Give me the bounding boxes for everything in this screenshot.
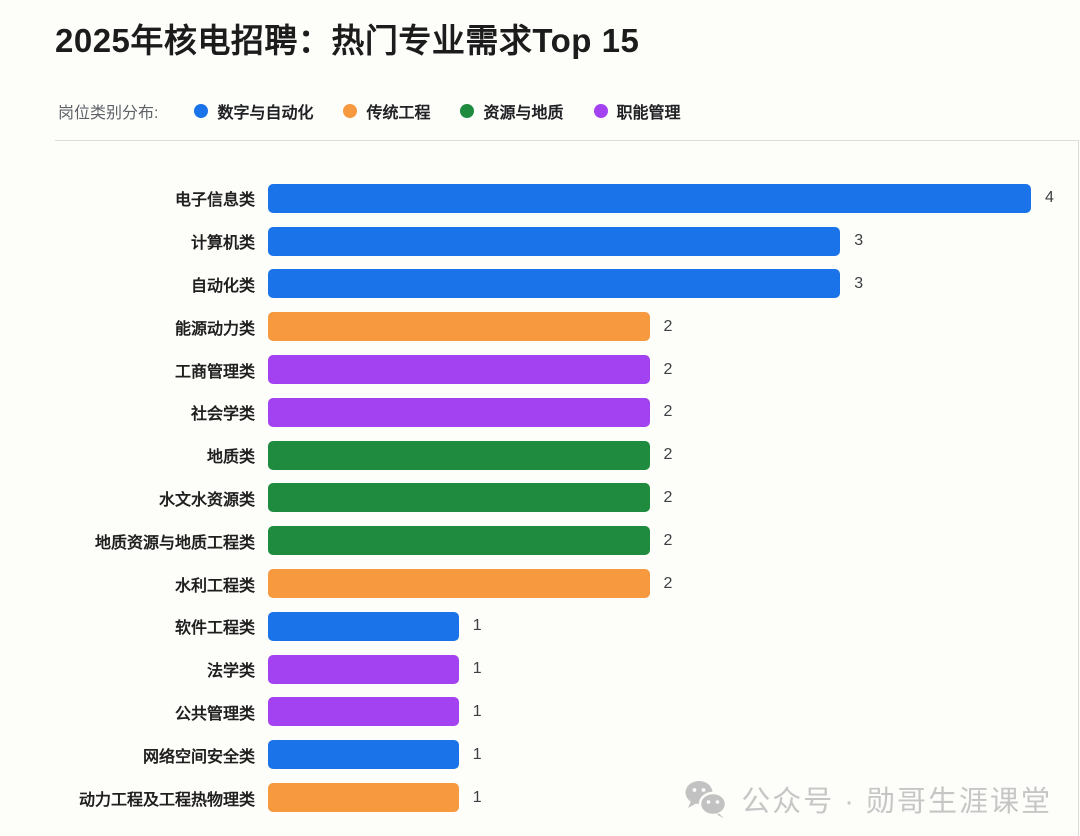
bar-row: 软件工程类 1 (55, 605, 1078, 648)
bar-area: 1 (268, 697, 1078, 727)
bar (268, 269, 841, 299)
legend-items: 数字与自动化 传统工程 资源与地质 职能管理 (194, 99, 681, 123)
bar-value: 2 (663, 574, 673, 592)
bar-category-label: 地质类 (206, 449, 255, 467)
bar-row: 水文水资源类 2 (55, 477, 1078, 520)
bar-area: 1 (268, 654, 1078, 684)
legend-color-dot (460, 104, 475, 118)
bar-row: 能源动力类 2 (55, 305, 1078, 348)
bar (268, 355, 650, 385)
legend-item: 传统工程 (343, 99, 430, 123)
bar-category-label: 公共管理类 (174, 705, 255, 723)
bar-area: 2 (268, 397, 1078, 427)
bar-category-label: 计算机类 (190, 235, 255, 253)
bar-category-label: 电子信息类 (174, 192, 255, 210)
bar-category-label: 水文水资源类 (158, 491, 255, 509)
bar (268, 440, 650, 470)
bar-area: 4 (268, 183, 1078, 213)
bar-category-label: 网络空间安全类 (142, 748, 255, 766)
bar-area: 2 (268, 312, 1078, 342)
bar (268, 526, 650, 556)
bar-row: 公共管理类 1 (55, 691, 1078, 734)
bar (268, 569, 650, 599)
legend-item: 数字与自动化 (194, 99, 313, 123)
bar-rows: 电子信息类 4 计算机类 3 自动化类 3 能源动力类 2 工商管理类 2 (55, 141, 1078, 819)
legend-item: 职能管理 (593, 99, 681, 123)
bar-value: 2 (663, 488, 673, 506)
bar-area: 1 (268, 783, 1078, 813)
bar-value: 2 (663, 446, 673, 464)
bar-value: 2 (663, 317, 673, 335)
bar-row: 自动化类 3 (55, 263, 1078, 306)
bar-category-label: 地质资源与地质工程类 (94, 534, 255, 552)
bar-category-label: 能源动力类 (174, 320, 255, 338)
bar-row: 社会学类 2 (55, 391, 1078, 434)
bar (268, 697, 459, 727)
bar-value: 1 (472, 660, 482, 678)
bar-value: 3 (854, 274, 864, 292)
bar-value: 3 (854, 232, 864, 250)
bar-value: 1 (472, 745, 482, 763)
bar-value: 1 (472, 702, 482, 720)
bar-category-label: 自动化类 (190, 277, 255, 295)
legend-title: 岗位类别分布: (58, 105, 159, 122)
watermark: 公众号 · 勋哥生涯课堂 (683, 778, 1052, 820)
watermark-text: 公众号 · 勋哥生涯课堂 (741, 786, 1052, 818)
bar-value: 1 (472, 617, 482, 635)
bar-row: 电子信息类 4 (55, 177, 1078, 220)
bar-area: 1 (268, 740, 1078, 770)
bar-row: 地质资源与地质工程类 2 (55, 519, 1078, 562)
bar-category-label: 法学类 (206, 663, 255, 681)
bar-value: 2 (663, 360, 673, 378)
bar (268, 740, 459, 770)
legend-item: 资源与地质 (460, 99, 564, 123)
bar-category-label: 水利工程类 (174, 577, 255, 595)
page-title: 2025年核电招聘：热门专业需求Top 15 (55, 22, 640, 59)
legend-color-dot (194, 104, 209, 118)
bar-area: 2 (268, 526, 1078, 556)
bar-row: 网络空间安全类 1 (55, 733, 1078, 776)
chart-panel: 电子信息类 4 计算机类 3 自动化类 3 能源动力类 2 工商管理类 2 (55, 140, 1079, 836)
bar-category-label: 软件工程类 (174, 620, 255, 638)
legend-item-label: 传统工程 (366, 105, 431, 122)
bar-value: 2 (663, 403, 673, 421)
bar-value: 2 (663, 531, 673, 549)
bar-value: 1 (472, 788, 482, 806)
bar-category-label: 动力工程及工程热物理类 (78, 791, 255, 809)
legend-item-label: 资源与地质 (483, 105, 564, 122)
bar-area: 1 (268, 611, 1078, 641)
bar (268, 611, 459, 641)
bar (268, 783, 459, 813)
bar-row: 工商管理类 2 (55, 348, 1078, 391)
bar (268, 654, 459, 684)
bar-area: 2 (268, 355, 1078, 385)
legend: 岗位类别分布: 数字与自动化 传统工程 资源与地质 职能管理 (58, 99, 681, 123)
bar-category-label: 社会学类 (190, 406, 255, 424)
bar-area: 2 (268, 440, 1078, 470)
bar-row: 动力工程及工程热物理类 1 (55, 776, 1078, 819)
bar (268, 397, 650, 427)
legend-item-label: 数字与自动化 (217, 105, 314, 122)
bar-row: 水利工程类 2 (55, 562, 1078, 605)
legend-color-dot (343, 104, 358, 118)
bar-area: 3 (268, 269, 1078, 299)
bar-value: 4 (1045, 189, 1054, 207)
bar (268, 183, 1031, 213)
bar (268, 226, 841, 256)
bar-area: 2 (268, 569, 1078, 599)
legend-color-dot (593, 104, 608, 118)
bar (268, 483, 650, 513)
bar-area: 2 (268, 483, 1078, 513)
bar-area: 3 (268, 226, 1078, 256)
legend-item-label: 职能管理 (616, 105, 681, 122)
bar-category-label: 工商管理类 (174, 363, 255, 381)
bar (268, 312, 650, 342)
bar-row: 计算机类 3 (55, 220, 1078, 263)
bar-row: 法学类 1 (55, 648, 1078, 691)
wechat-icon (685, 781, 728, 819)
bar-row: 地质类 2 (55, 434, 1078, 477)
